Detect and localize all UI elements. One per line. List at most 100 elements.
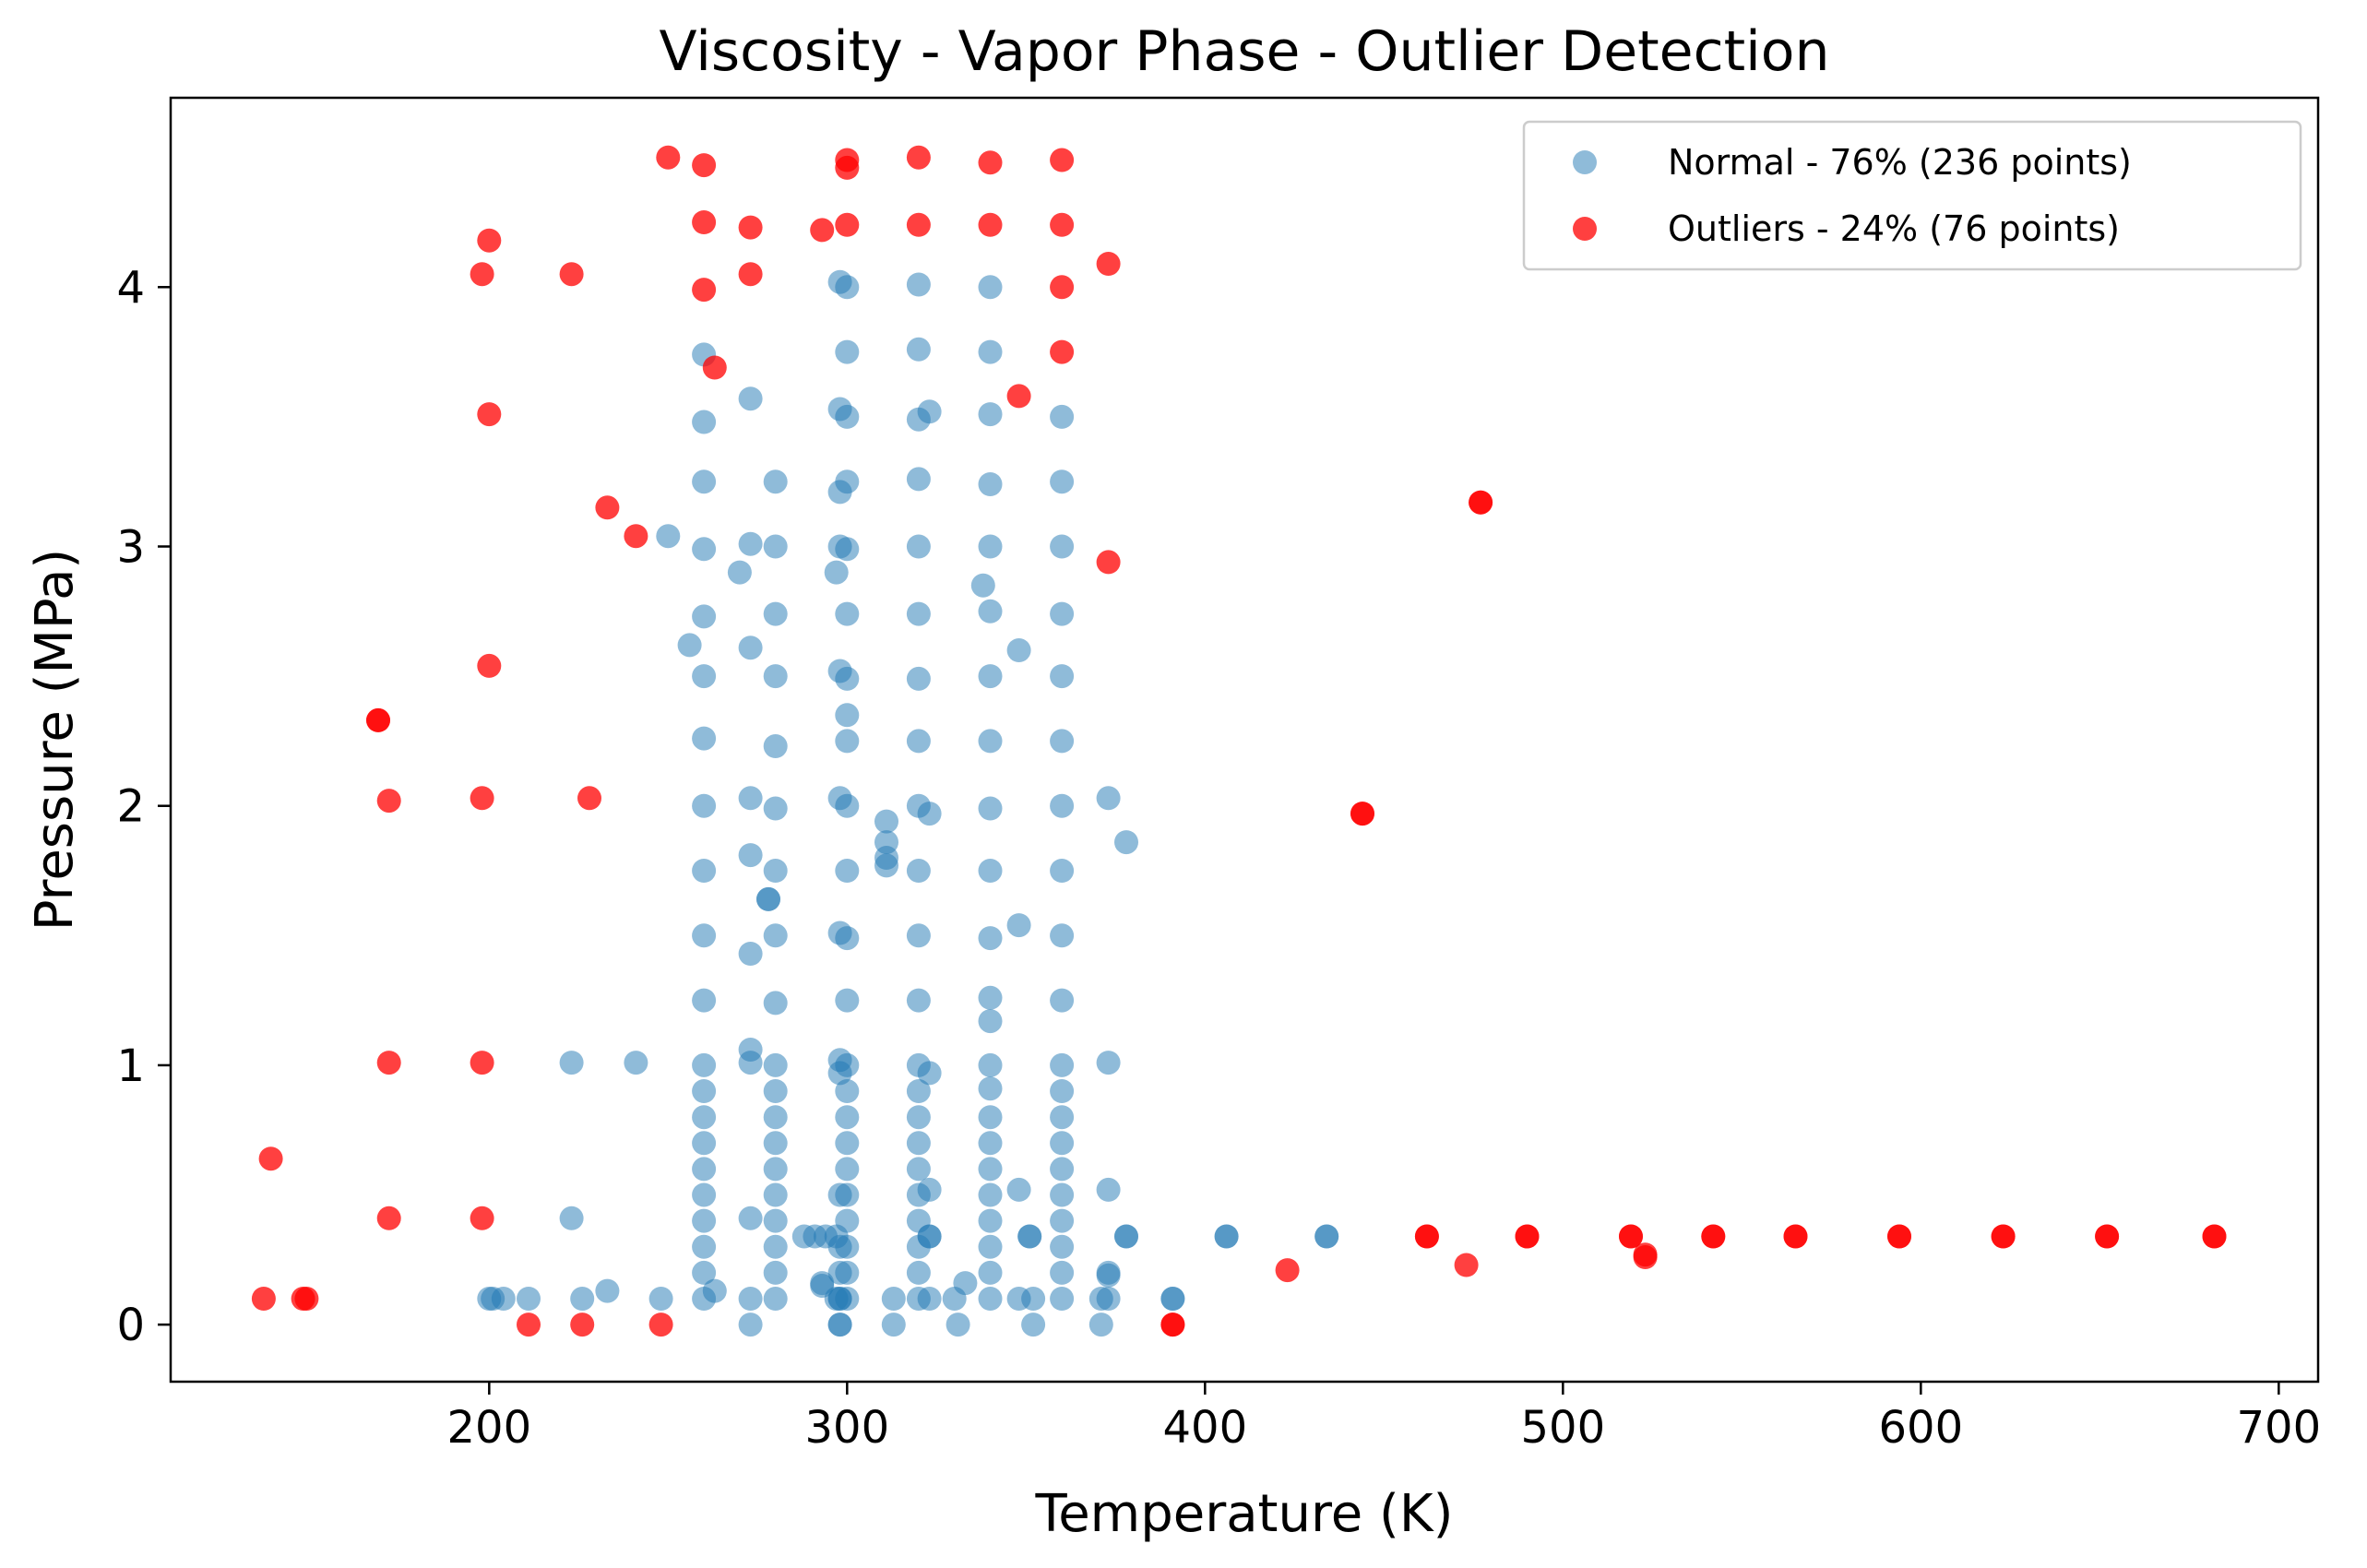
data-point-s0-131 bbox=[763, 1157, 788, 1182]
data-point-s0-35 bbox=[692, 604, 717, 629]
data-point-s0-36 bbox=[763, 601, 788, 626]
data-point-s0-83 bbox=[763, 923, 788, 948]
x-tick-label-400: 400 bbox=[1163, 1402, 1248, 1454]
data-point-s0-17 bbox=[763, 469, 788, 494]
data-point-s1-41 bbox=[376, 1206, 401, 1230]
data-point-s0-205 bbox=[942, 1287, 967, 1311]
data-point-s0-209 bbox=[1050, 1287, 1075, 1311]
data-point-s0-153 bbox=[1050, 1208, 1075, 1233]
x-tick-label-500: 500 bbox=[1521, 1402, 1606, 1454]
data-point-s0-89 bbox=[1050, 923, 1075, 948]
data-point-s0-87 bbox=[978, 926, 1003, 951]
data-point-s0-161 bbox=[1017, 1224, 1042, 1249]
data-point-s0-13 bbox=[917, 399, 942, 424]
data-point-s1-33 bbox=[376, 789, 401, 814]
data-point-s0-81 bbox=[756, 886, 780, 911]
data-point-s0-78 bbox=[978, 859, 1003, 883]
data-point-s0-218 bbox=[946, 1313, 970, 1337]
data-point-s0-114 bbox=[835, 1079, 860, 1103]
data-point-s0-21 bbox=[978, 472, 1003, 496]
data-point-s0-40 bbox=[1050, 601, 1075, 626]
data-point-s1-34 bbox=[470, 786, 494, 811]
data-point-s1-27 bbox=[1096, 550, 1121, 575]
data-point-s0-45 bbox=[763, 664, 788, 689]
data-point-s0-128 bbox=[978, 1131, 1003, 1156]
data-point-s0-121 bbox=[906, 1105, 931, 1130]
data-point-s0-6 bbox=[906, 337, 931, 362]
data-point-s0-32 bbox=[727, 560, 752, 585]
data-point-s1-69 bbox=[570, 1313, 595, 1337]
data-point-s1-48 bbox=[1619, 1224, 1643, 1249]
data-point-s0-217 bbox=[881, 1313, 906, 1337]
series-0 bbox=[477, 269, 1339, 1337]
legend-label-normal: Normal - 76% (236 points) bbox=[1668, 142, 2132, 183]
data-point-s1-37 bbox=[1350, 802, 1374, 826]
data-point-s0-48 bbox=[906, 666, 931, 691]
data-point-s0-142 bbox=[978, 1182, 1003, 1207]
data-point-s0-137 bbox=[763, 1182, 788, 1207]
data-point-s0-118 bbox=[692, 1105, 717, 1130]
data-point-s0-100 bbox=[624, 1051, 648, 1075]
data-point-s1-67 bbox=[294, 1287, 319, 1311]
data-point-s0-183 bbox=[1096, 1263, 1121, 1288]
data-point-s0-149 bbox=[763, 1208, 788, 1233]
data-point-s0-76 bbox=[835, 859, 860, 883]
data-point-s0-47 bbox=[835, 666, 860, 691]
data-point-s0-206 bbox=[978, 1287, 1003, 1311]
data-point-s0-54 bbox=[835, 729, 860, 754]
data-point-s0-55 bbox=[906, 729, 931, 754]
data-point-s0-116 bbox=[978, 1076, 1003, 1101]
data-point-s0-163 bbox=[1114, 1224, 1138, 1249]
y-tick-label-4: 4 bbox=[116, 262, 145, 314]
data-point-s0-110 bbox=[1050, 1052, 1075, 1077]
data-point-s0-129 bbox=[1050, 1131, 1075, 1156]
data-point-s1-8 bbox=[738, 215, 763, 240]
data-point-s0-152 bbox=[978, 1208, 1003, 1233]
data-point-s0-134 bbox=[978, 1157, 1003, 1182]
data-point-s0-204 bbox=[917, 1287, 942, 1311]
data-point-s0-25 bbox=[738, 531, 763, 556]
data-point-s0-1 bbox=[835, 275, 860, 300]
y-tick-label-2: 2 bbox=[116, 781, 145, 833]
data-point-s0-178 bbox=[835, 1260, 860, 1285]
data-point-s0-73 bbox=[692, 859, 717, 883]
x-tick-label-200: 200 bbox=[447, 1402, 532, 1454]
data-point-s0-103 bbox=[763, 1052, 788, 1077]
data-point-s1-6 bbox=[1050, 148, 1075, 172]
data-point-s0-172 bbox=[906, 1234, 931, 1259]
data-point-s0-208 bbox=[1021, 1287, 1046, 1311]
data-point-s0-211 bbox=[1096, 1287, 1121, 1311]
data-point-s0-180 bbox=[978, 1260, 1003, 1285]
data-point-s1-56 bbox=[1991, 1224, 2016, 1249]
data-point-s1-30 bbox=[477, 653, 502, 678]
data-point-s0-112 bbox=[692, 1079, 717, 1103]
y-axis-label: Pressure (MPa) bbox=[25, 549, 85, 932]
chart-title: Viscosity - Vapor Phase - Outlier Detect… bbox=[660, 19, 1830, 84]
data-point-s0-115 bbox=[906, 1079, 931, 1103]
data-point-s0-108 bbox=[917, 1061, 942, 1086]
data-point-s1-26 bbox=[624, 524, 648, 549]
data-point-s0-197 bbox=[763, 1287, 788, 1311]
data-point-s0-187 bbox=[595, 1278, 620, 1303]
data-point-s0-220 bbox=[1088, 1313, 1113, 1337]
data-point-s0-123 bbox=[1050, 1105, 1075, 1130]
data-point-s0-31 bbox=[1050, 534, 1075, 559]
data-point-s0-53 bbox=[763, 734, 788, 758]
data-point-s0-196 bbox=[738, 1287, 763, 1311]
data-point-s0-169 bbox=[763, 1234, 788, 1259]
data-point-s0-52 bbox=[692, 726, 717, 751]
data-point-s0-42 bbox=[738, 636, 763, 660]
data-point-s0-75 bbox=[763, 859, 788, 883]
legend-marker-normal bbox=[1573, 150, 1597, 174]
data-point-s0-24 bbox=[692, 537, 717, 562]
data-point-s0-56 bbox=[978, 729, 1003, 754]
data-point-s0-139 bbox=[835, 1182, 860, 1207]
data-point-s1-60 bbox=[2202, 1224, 2227, 1249]
data-point-s1-20 bbox=[1096, 252, 1121, 276]
legend-label-outliers: Outliers - 24% (76 points) bbox=[1668, 208, 2120, 249]
data-point-s1-18 bbox=[692, 278, 717, 303]
legend: Normal - 76% (236 points) Outliers - 24%… bbox=[1522, 120, 2302, 271]
data-point-s0-146 bbox=[559, 1206, 584, 1230]
data-point-s0-109 bbox=[978, 1052, 1003, 1077]
